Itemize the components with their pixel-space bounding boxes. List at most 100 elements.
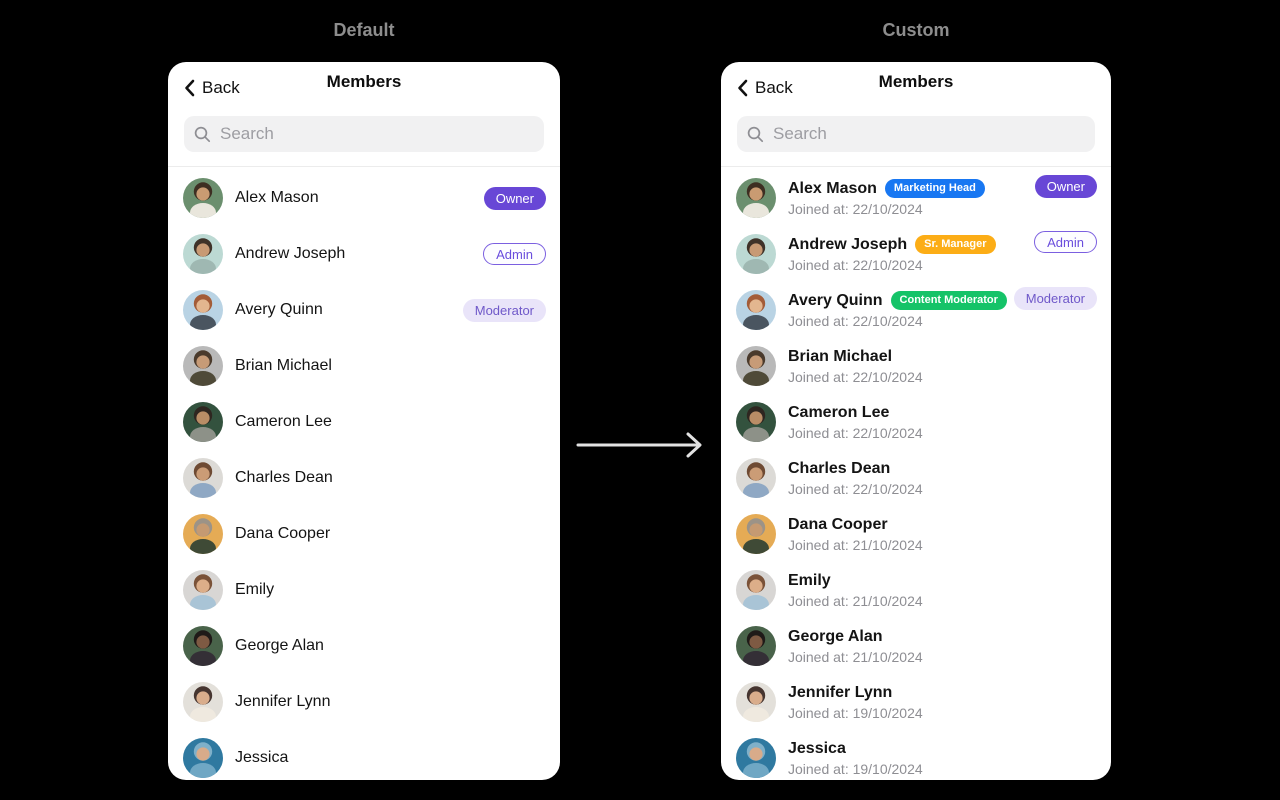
search-icon xyxy=(194,126,211,143)
member-name: Charles Dean xyxy=(235,469,333,486)
member-avatar xyxy=(183,738,223,778)
member-row[interactable]: Dana Cooper Joined at: 21/10/2024 xyxy=(721,506,1111,562)
back-label: Back xyxy=(755,78,793,97)
search-input[interactable] xyxy=(218,123,534,145)
member-row[interactable]: Jennifer Lynn Joined at: 19/10/2024 xyxy=(721,674,1111,730)
member-avatar xyxy=(736,290,776,330)
member-info: Avery Quinn Content Moderator Joined at: 2… xyxy=(788,291,1007,329)
back-button[interactable]: Back xyxy=(184,78,240,98)
member-info: Brian Michael Joined at: 22/10/2024 xyxy=(788,348,1097,385)
member-list: Alex Mason Owner Andrew Joseph Admin Avery Q… xyxy=(168,167,560,780)
member-name: Dana Cooper xyxy=(235,525,331,542)
member-info: Alex Mason Marketing Head Joined at: 22/10… xyxy=(788,179,1023,217)
member-row[interactable]: Emily xyxy=(168,562,560,618)
members-screen-default: Back Members Alex Mason Owner Andrew Josep… xyxy=(168,62,560,780)
member-info: Cameron Lee Joined at: 22/10/2024 xyxy=(788,404,1097,441)
member-row[interactable]: Jessica Joined at: 19/10/2024 xyxy=(721,730,1111,780)
member-avatar xyxy=(183,458,223,498)
member-avatar xyxy=(183,682,223,722)
member-row[interactable]: Brian Michael xyxy=(168,338,560,394)
search-bar[interactable] xyxy=(737,116,1095,152)
joined-date: Joined at: 22/10/2024 xyxy=(788,257,923,273)
custom-section-title: Custom xyxy=(882,20,950,40)
search-icon xyxy=(747,126,764,143)
member-info: Jennifer Lynn Joined at: 19/10/2024 xyxy=(788,684,1097,721)
member-avatar xyxy=(183,178,223,218)
member-avatar xyxy=(736,402,776,442)
joined-date: Joined at: 21/10/2024 xyxy=(788,536,923,553)
member-avatar xyxy=(736,682,776,722)
member-avatar xyxy=(183,234,223,274)
member-name: Cameron Lee xyxy=(788,403,890,421)
member-avatar xyxy=(183,570,223,610)
member-avatar xyxy=(183,402,223,442)
role-badge: Owner xyxy=(483,186,546,210)
member-row[interactable]: Andrew Joseph Admin xyxy=(168,226,560,282)
member-row[interactable]: Avery Quinn Moderator xyxy=(168,282,560,338)
member-name: Avery Quinn xyxy=(235,301,323,318)
member-avatar xyxy=(736,346,776,386)
member-row[interactable]: Jessica xyxy=(168,730,560,780)
member-row[interactable]: Charles Dean Joined at: 22/10/2024 xyxy=(721,450,1111,506)
member-name: George Alan xyxy=(788,627,883,645)
member-avatar xyxy=(736,458,776,498)
screen-header: Back Members xyxy=(721,62,1111,104)
member-avatar xyxy=(736,626,776,666)
member-info: Jessica Joined at: 19/10/2024 xyxy=(788,740,1097,777)
member-row[interactable]: Andrew Joseph Sr. Manager Joined at: 22/10… xyxy=(721,226,1111,282)
member-row[interactable]: Charles Dean xyxy=(168,450,560,506)
member-name: Andrew Joseph xyxy=(235,245,346,262)
member-row[interactable]: Alex Mason Owner xyxy=(168,170,560,226)
member-row[interactable]: Cameron Lee xyxy=(168,394,560,450)
member-info: George Alan Joined at: 21/10/2024 xyxy=(788,628,1097,665)
member-list: Alex Mason Marketing Head Joined at: 22/10… xyxy=(721,167,1111,780)
screen-header: Back Members xyxy=(168,62,560,104)
member-info: Emily Joined at: 21/10/2024 xyxy=(788,572,1097,609)
member-row[interactable]: Alex Mason Marketing Head Joined at: 22/10… xyxy=(721,170,1111,226)
members-screen-custom: Back Members Alex Mason Marketing Head Joi… xyxy=(721,62,1111,780)
member-name: Andrew Joseph xyxy=(788,235,908,253)
member-avatar xyxy=(736,514,776,554)
member-name: Jennifer Lynn xyxy=(788,683,893,701)
member-name: Emily xyxy=(788,571,831,589)
back-button[interactable]: Back xyxy=(737,78,793,98)
designation-badge: Marketing Head xyxy=(884,179,985,198)
member-info: Andrew Joseph Sr. Manager Joined at: 22/10… xyxy=(788,235,1022,273)
search-input[interactable] xyxy=(771,123,1085,145)
member-row[interactable]: George Alan xyxy=(168,618,560,674)
joined-date: Joined at: 19/10/2024 xyxy=(788,760,923,777)
joined-date: Joined at: 22/10/2024 xyxy=(788,424,923,441)
member-name: Alex Mason xyxy=(235,189,319,206)
member-row[interactable]: George Alan Joined at: 21/10/2024 xyxy=(721,618,1111,674)
default-section-title: Default xyxy=(333,20,395,40)
screen-title: Members xyxy=(326,72,402,91)
member-name: Brian Michael xyxy=(788,347,893,365)
member-row[interactable]: Dana Cooper xyxy=(168,506,560,562)
member-name: Alex Mason xyxy=(788,179,877,197)
joined-date: Joined at: 22/10/2024 xyxy=(788,480,923,497)
member-name: Cameron Lee xyxy=(235,413,332,430)
role-badge: Admin xyxy=(483,243,546,265)
chevron-left-icon xyxy=(184,79,195,97)
member-name: Dana Cooper xyxy=(788,515,888,533)
member-row[interactable]: Emily Joined at: 21/10/2024 xyxy=(721,562,1111,618)
member-avatar xyxy=(736,570,776,610)
member-name: Jessica xyxy=(788,739,846,757)
member-name: Emily xyxy=(235,581,275,598)
search-bar[interactable] xyxy=(184,116,544,152)
header-divider xyxy=(168,166,560,167)
member-row[interactable]: Brian Michael Joined at: 22/10/2024 xyxy=(721,338,1111,394)
joined-date: Joined at: 21/10/2024 xyxy=(788,648,923,665)
member-name: Charles Dean xyxy=(788,459,891,477)
member-info: Charles Dean Joined at: 22/10/2024 xyxy=(788,460,1097,497)
member-avatar xyxy=(736,738,776,778)
header-divider xyxy=(721,166,1111,167)
member-row[interactable]: Avery Quinn Content Moderator Joined at: 2… xyxy=(721,282,1111,338)
role-badge: Admin xyxy=(1034,231,1097,253)
member-row[interactable]: Cameron Lee Joined at: 22/10/2024 xyxy=(721,394,1111,450)
member-name: Jennifer Lynn xyxy=(235,693,331,710)
designation-badge: Sr. Manager xyxy=(915,235,996,254)
member-row[interactable]: Jennifer Lynn xyxy=(168,674,560,730)
member-avatar xyxy=(736,178,776,218)
screen-title: Members xyxy=(878,72,954,91)
